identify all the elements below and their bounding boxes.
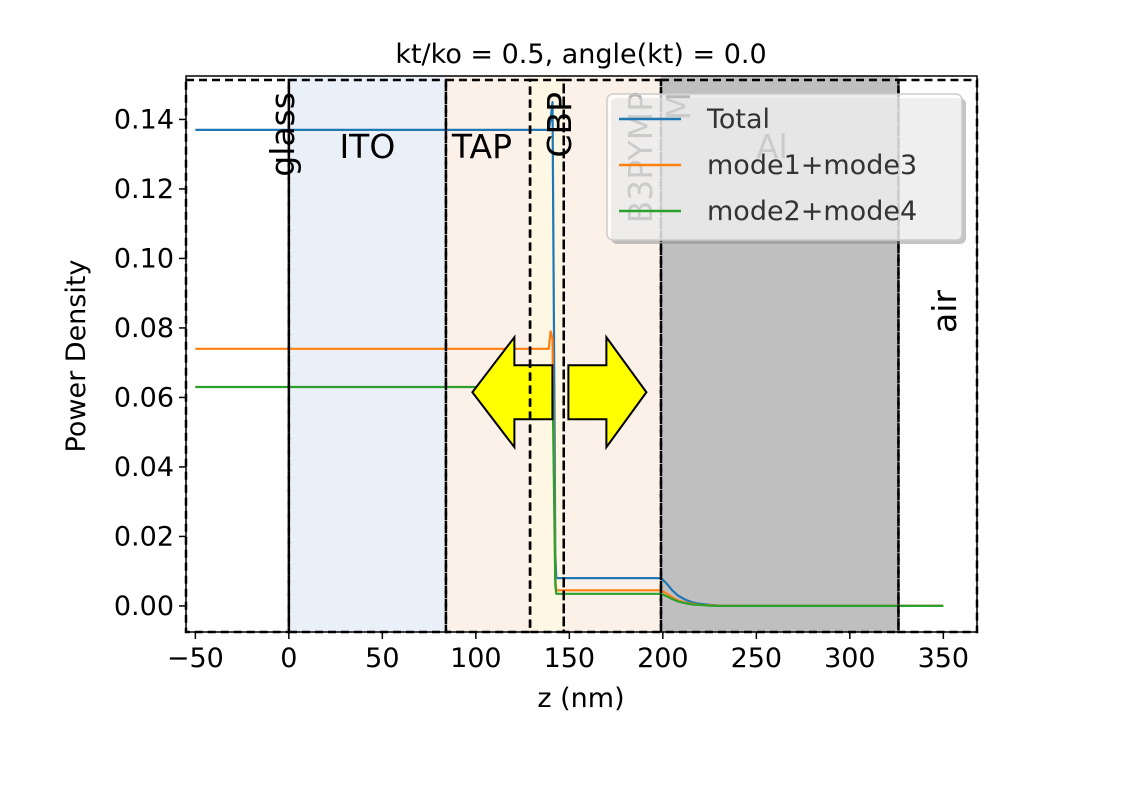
layer-label-cbp: CBP: [540, 92, 579, 158]
x-axis-label: z (nm): [537, 683, 624, 714]
legend-label-0: Total: [706, 104, 770, 135]
y-tick-label: 0.08: [114, 313, 174, 344]
x-tick-label: −50: [167, 643, 224, 674]
y-axis-ticks: 0.00 0.02 0.04 0.06 0.08 0.10 0.12 0.14: [114, 104, 186, 622]
arrow-right: [567, 334, 648, 451]
layer-band-tapc: [445, 76, 531, 632]
y-axis-label: Power Density: [61, 260, 92, 453]
legend-label-2: mode2+mode4: [707, 196, 917, 227]
legend-label-1: mode1+mode3: [707, 150, 917, 181]
x-tick-label: 50: [365, 643, 399, 674]
layer-band-glass: [186, 76, 289, 632]
x-tick-label: 300: [824, 643, 876, 674]
x-tick-label: 100: [450, 643, 502, 674]
x-tick-label: 250: [731, 643, 783, 674]
x-tick-label: 150: [544, 643, 596, 674]
layer-label-ito: ITO: [339, 127, 395, 166]
x-tick-label: 350: [918, 643, 970, 674]
layer-border-al: [659, 78, 900, 634]
x-tick-label: 200: [637, 643, 689, 674]
legend: Total mode1+mode3 mode2+mode4: [606, 93, 966, 244]
y-tick-label: 0.10: [114, 243, 174, 274]
chart-title: kt/ko = 0.5, angle(kt) = 0.0: [395, 39, 766, 70]
layer-label-tapc: TAP: [451, 127, 512, 166]
x-tick-label: 0: [280, 643, 297, 674]
double-arrow-annotation: [471, 334, 648, 451]
y-tick-label: 0.12: [114, 174, 174, 205]
arrow-left: [471, 334, 554, 451]
y-tick-label: 0.06: [114, 382, 174, 413]
layer-band-ito: [288, 76, 446, 632]
layer-label-air: air: [925, 290, 964, 333]
y-tick-label: 0.02: [114, 521, 174, 552]
y-tick-label: 0.04: [114, 452, 174, 483]
y-tick-label: 0.14: [114, 104, 174, 135]
layer-band-cbp: [530, 76, 564, 632]
y-tick-label: 0.00: [114, 591, 174, 622]
plot-frame: [185, 75, 978, 633]
legend-box: [606, 93, 963, 241]
layer-label-glass: glass: [263, 92, 302, 177]
x-axis-ticks: −50 0 50 100 150 200 250 300 350: [167, 632, 969, 674]
